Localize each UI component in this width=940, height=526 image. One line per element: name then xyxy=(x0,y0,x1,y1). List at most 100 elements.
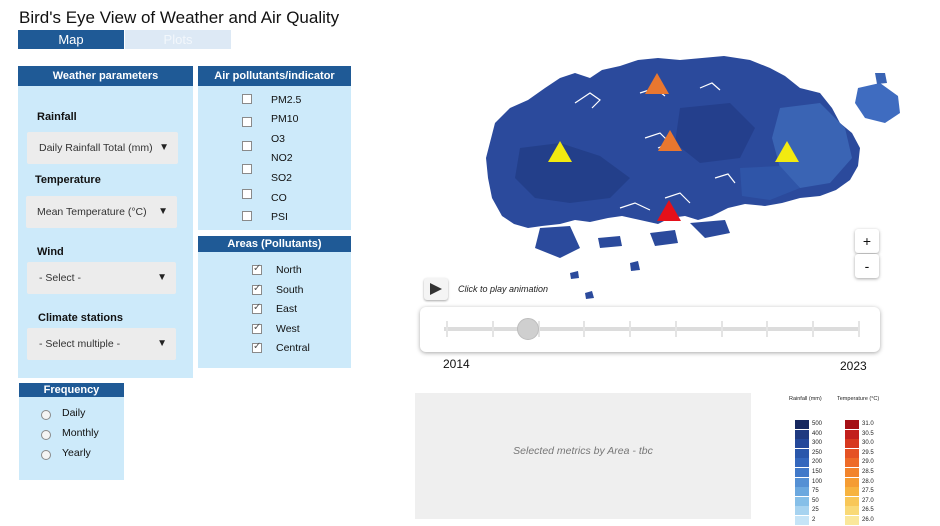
wind-label: Wind xyxy=(37,246,64,258)
pollutant-checkbox[interactable] xyxy=(242,189,252,199)
rainfall-legend-value: 200 xyxy=(812,459,823,466)
marker-north[interactable] xyxy=(645,73,669,94)
zoom-out-button[interactable]: - xyxy=(855,254,879,278)
pollutant-label: CO xyxy=(271,192,287,204)
slider-tick xyxy=(629,321,632,337)
slider-tick xyxy=(491,321,494,337)
temperature-legend-title: Temperature (°C) xyxy=(837,396,880,402)
rainfall-legend-value: 25 xyxy=(812,507,819,514)
pollutant-checkbox[interactable] xyxy=(242,117,252,127)
temperature-legend-value: 28.5 xyxy=(862,469,874,475)
air-pollutants-header: Air pollutants/indicator xyxy=(198,66,351,86)
frequency-header: Frequency xyxy=(19,383,124,397)
slider-tick xyxy=(583,321,586,337)
year-slider[interactable] xyxy=(420,307,880,352)
slider-handle[interactable] xyxy=(517,318,540,340)
pollutant-checkbox[interactable] xyxy=(242,141,252,151)
temperature-label: Temperature xyxy=(35,174,101,186)
temperature-select[interactable]: Mean Temperature (°C) ▼ xyxy=(26,196,177,228)
marker-east[interactable] xyxy=(775,141,799,162)
area-label: East xyxy=(276,303,298,315)
climate-stations-select[interactable]: - Select multiple - ▼ xyxy=(27,328,176,360)
rainfall-legend-swatch xyxy=(795,516,809,525)
pollutant-label: SO2 xyxy=(271,172,293,184)
rainfall-legend-value: 150 xyxy=(812,469,823,475)
area-label: West xyxy=(276,322,300,335)
area-label: North xyxy=(276,264,302,276)
rainfall-legend-swatch xyxy=(795,439,809,449)
area-checkbox[interactable] xyxy=(252,322,262,334)
rainfall-legend-swatch xyxy=(795,429,809,439)
marker-south[interactable] xyxy=(657,200,681,221)
temperature-legend-swatch xyxy=(845,496,859,506)
slider-tick xyxy=(812,321,815,337)
area-checkbox[interactable] xyxy=(252,283,262,295)
area-checkbox[interactable] xyxy=(252,341,262,353)
rainfall-legend-value: 500 xyxy=(812,421,823,427)
temperature-legend-value: 31.0 xyxy=(862,421,874,427)
rainfall-select-value: Daily Rainfall Total (mm) xyxy=(39,142,153,154)
pollutant-label: O3 xyxy=(271,133,286,145)
rainfall-legend-swatch xyxy=(795,487,809,497)
singapore-map[interactable] xyxy=(480,48,910,308)
temperature-legend-value: 30.5 xyxy=(862,430,874,437)
rainfall-legend-value: 50 xyxy=(812,497,819,504)
slider-tick xyxy=(858,321,860,337)
temperature-legend-swatch xyxy=(845,448,859,458)
slider-start-year: 2014 xyxy=(443,357,470,371)
rainfall-select[interactable]: Daily Rainfall Total (mm) ▼ xyxy=(27,132,178,164)
frequency-radio[interactable] xyxy=(41,430,51,440)
marker-west[interactable] xyxy=(548,141,572,162)
air-pollutants-panel xyxy=(198,66,351,230)
app-title: Bird's Eye View of Weather and Air Quali… xyxy=(19,8,340,27)
frequency-panel xyxy=(19,383,124,480)
pollutant-checkbox[interactable] xyxy=(242,211,252,221)
area-checkbox[interactable] xyxy=(252,263,262,275)
rainfall-legend-swatch xyxy=(795,458,809,468)
temperature-select-value: Mean Temperature (°C) xyxy=(37,206,147,218)
tab-plots[interactable]: Plots xyxy=(125,30,231,49)
temperature-legend-swatch xyxy=(845,429,859,439)
slider-tick xyxy=(720,321,723,337)
play-button[interactable] xyxy=(424,278,448,300)
areas-panel xyxy=(198,236,351,368)
tab-map[interactable]: Map xyxy=(18,30,124,49)
rainfall-legend-value: 2 xyxy=(812,517,816,523)
temperature-legend-swatch xyxy=(845,506,859,516)
slider-track xyxy=(444,327,860,331)
climate-stations-select-value: - Select multiple - xyxy=(39,338,121,350)
temperature-legend-value: 26.0 xyxy=(862,517,874,523)
temperature-legend-swatch xyxy=(845,468,859,477)
rainfall-legend-value: 250 xyxy=(812,449,823,456)
pollutant-checkbox[interactable] xyxy=(242,94,252,104)
rainfall-legend-swatch xyxy=(795,496,809,506)
temperature-legend-swatch xyxy=(845,458,859,468)
marker-central[interactable] xyxy=(658,130,682,151)
frequency-radio[interactable] xyxy=(41,450,51,460)
slider-end-year: 2023 xyxy=(840,359,867,373)
slider-tick xyxy=(446,321,448,337)
area-checkbox[interactable] xyxy=(252,302,262,314)
pollutant-label: PM10 xyxy=(271,113,299,125)
rainfall-legend-title: Rainfall (mm) xyxy=(789,396,822,402)
rainfall-legend-swatch xyxy=(795,468,809,477)
play-hint: Click to play animation xyxy=(458,284,549,294)
rainfall-label: Rainfall xyxy=(37,111,77,123)
rainfall-legend-swatch xyxy=(795,477,809,487)
chevron-down-icon: ▼ xyxy=(157,338,167,349)
wind-select[interactable]: - Select - ▼ xyxy=(27,262,176,294)
frequency-label: Daily xyxy=(62,407,86,419)
frequency-radio[interactable] xyxy=(41,410,51,420)
metrics-placeholder-box: Selected metrics by Area - tbc xyxy=(415,393,751,519)
temperature-legend-swatch xyxy=(845,477,859,487)
pollutant-checkbox[interactable] xyxy=(242,164,252,174)
temperature-legend-swatch xyxy=(845,439,859,449)
temperature-legend-value: 29.0 xyxy=(862,459,874,466)
temperature-legend-swatch xyxy=(845,487,859,497)
chevron-down-icon: ▼ xyxy=(159,142,169,153)
climate-stations-label: Climate stations xyxy=(38,312,123,324)
pollutant-label: NO2 xyxy=(271,152,293,164)
zoom-in-button[interactable]: + xyxy=(855,229,879,253)
temperature-legend-value: 27.5 xyxy=(862,488,874,495)
weather-parameters-header: Weather parameters xyxy=(18,66,193,86)
